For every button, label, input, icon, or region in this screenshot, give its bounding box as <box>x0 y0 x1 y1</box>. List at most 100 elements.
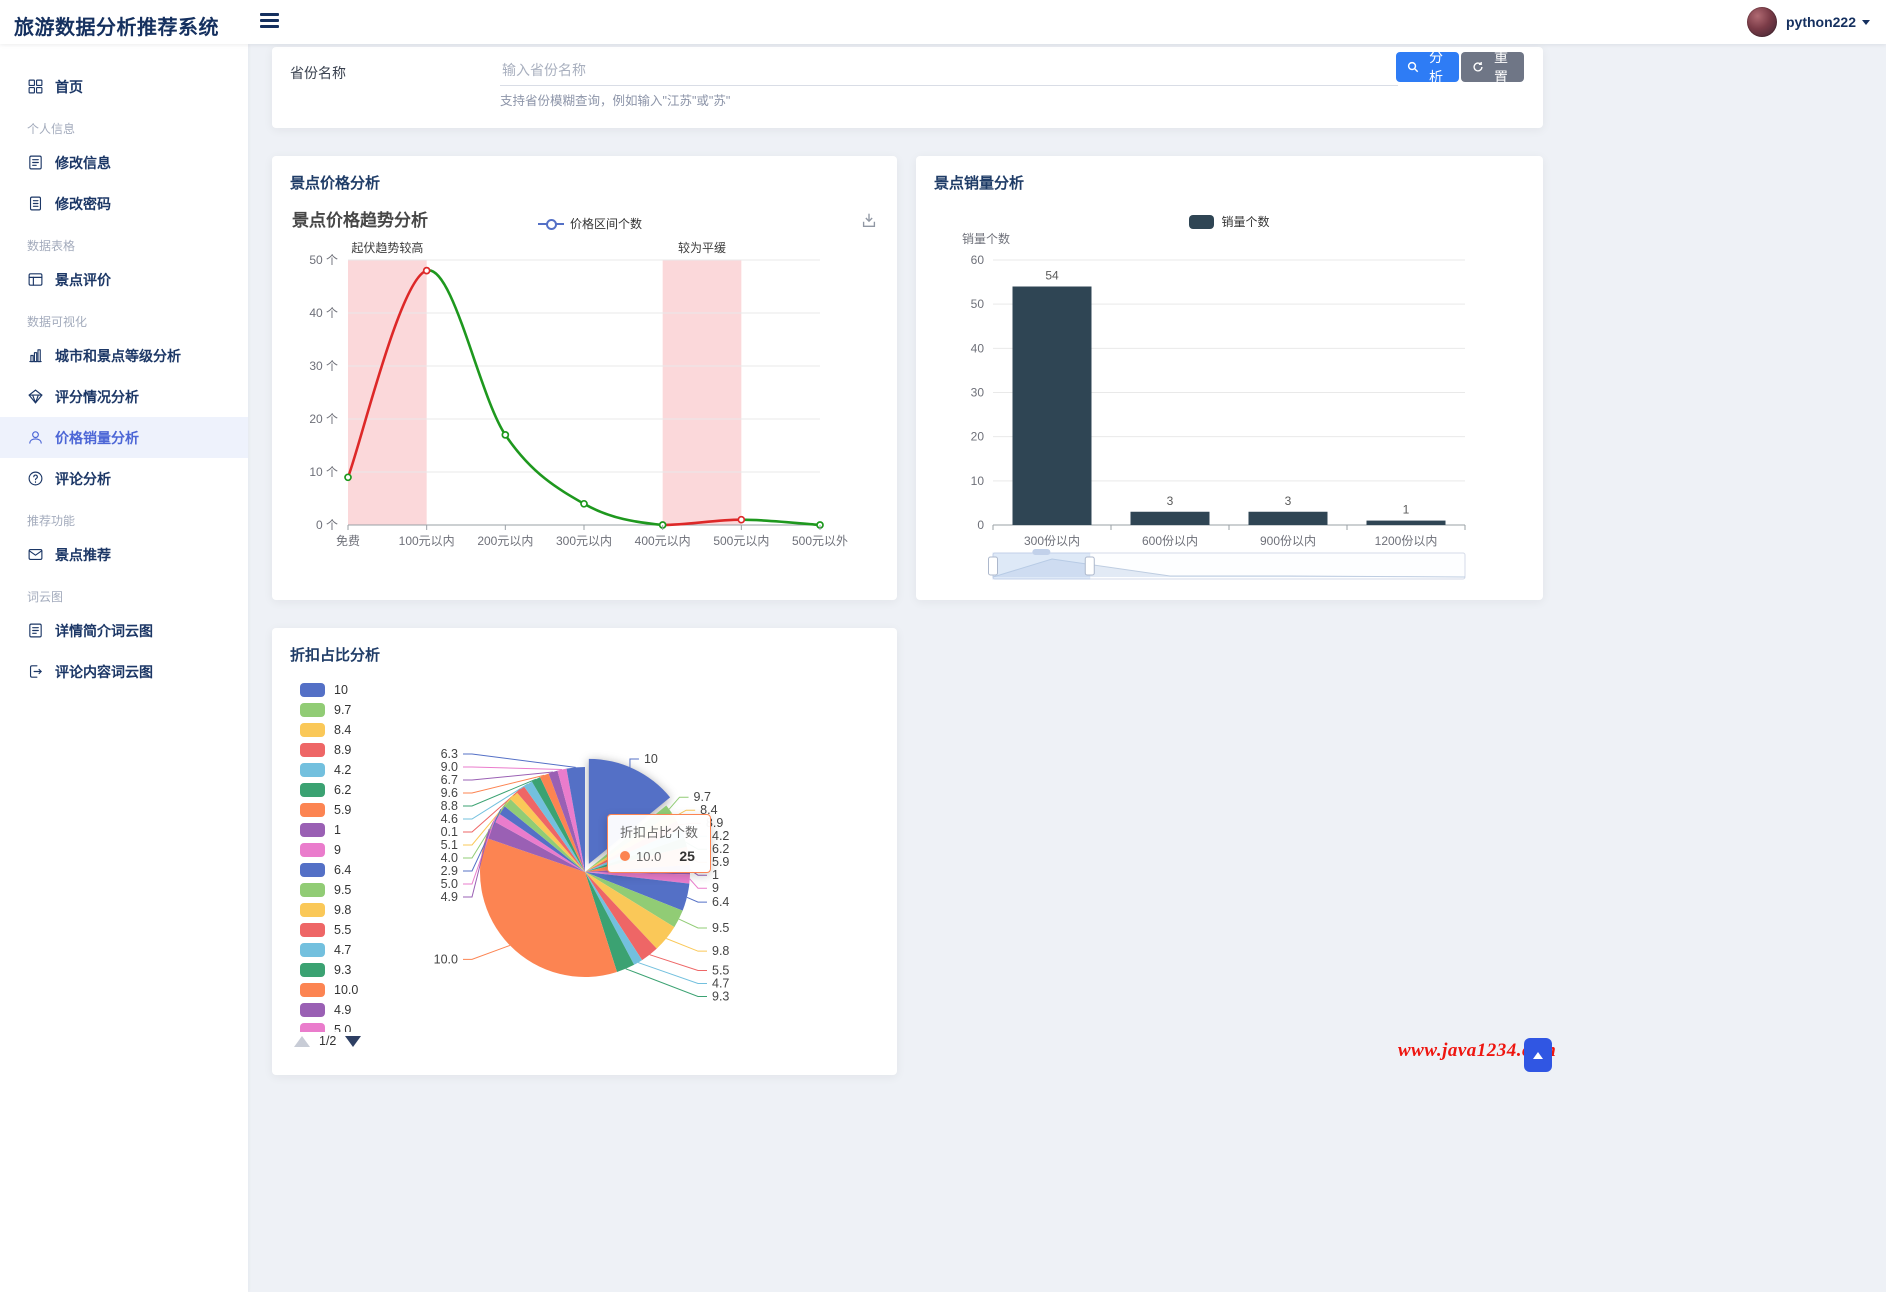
pie-legend-item[interactable]: 10.0 <box>300 980 420 1000</box>
pie-slice[interactable] <box>585 872 690 884</box>
pie-legend-item[interactable]: 6.4 <box>300 860 420 880</box>
pie-legend-item[interactable]: 9.7 <box>300 700 420 720</box>
line-point[interactable] <box>501 431 510 439</box>
datazoom-selection[interactable] <box>992 552 1091 580</box>
pie-slice[interactable] <box>493 812 585 872</box>
pie-slice[interactable] <box>585 872 690 911</box>
pie-slice-label: 4.2 <box>712 829 729 843</box>
y-axis-name: 销量个数 <box>962 231 1010 246</box>
pie-legend-item[interactable]: 5.0 <box>300 1020 420 1032</box>
bar[interactable] <box>1366 520 1446 525</box>
line-point[interactable] <box>344 473 352 482</box>
mark-area <box>348 260 427 525</box>
pie-slice[interactable] <box>585 872 675 949</box>
legend-swatch-icon <box>300 843 325 857</box>
pie-legend-item[interactable]: 9.3 <box>300 960 420 980</box>
pie-slice[interactable] <box>585 872 643 965</box>
sidebar-item[interactable]: 城市和景点等级分析 <box>0 335 248 376</box>
bar[interactable] <box>1012 286 1092 526</box>
pie-slice[interactable] <box>557 768 585 872</box>
x-axis-label: 500元以内 <box>713 534 769 548</box>
pie-legend-item[interactable]: 4.2 <box>300 760 420 780</box>
sidebar-item[interactable]: 评分情况分析 <box>0 376 248 417</box>
pie-slice[interactable] <box>531 777 585 872</box>
sidebar-item[interactable]: 价格销量分析 <box>0 417 248 458</box>
tooltip-item-value: 25 <box>679 848 695 864</box>
line-point[interactable] <box>580 499 588 508</box>
sidebar-item[interactable]: 景点推荐 <box>0 534 248 575</box>
pie-slice[interactable] <box>509 792 585 872</box>
sidebar-item[interactable]: 修改信息 <box>0 142 248 183</box>
pie-legend-item[interactable]: 4.7 <box>300 940 420 960</box>
pie-slice[interactable] <box>540 773 585 872</box>
datazoom-handle[interactable] <box>988 556 998 576</box>
y-axis-tick: 40 个 <box>309 306 338 320</box>
download-icon[interactable] <box>860 211 878 229</box>
x-axis-label: 300份以内 <box>1024 534 1080 548</box>
legend-price-range[interactable]: 价格区间个数 <box>538 215 642 232</box>
pie-legend-item[interactable]: 9.5 <box>300 880 420 900</box>
bar[interactable] <box>1130 511 1210 525</box>
pie-legend-item[interactable]: 4.9 <box>300 1000 420 1020</box>
pie-legend-item[interactable]: 5.5 <box>300 920 420 940</box>
pie-label-line <box>463 944 511 960</box>
y-axis-tick: 50 个 <box>309 253 338 267</box>
datazoom-handle[interactable] <box>1084 556 1095 576</box>
pie-slice[interactable] <box>566 767 585 872</box>
price-chart-title: 景点价格趋势分析 <box>292 211 428 230</box>
sidebar-section-label: 个人信息 <box>27 122 76 136</box>
back-to-top-button[interactable] <box>1524 1038 1552 1072</box>
sidebar-item[interactable]: 详情简介词云图 <box>0 610 248 651</box>
pie-slice[interactable] <box>503 798 585 872</box>
legend-sales-count[interactable]: 销量个数 <box>916 213 1543 230</box>
province-input[interactable] <box>500 54 1398 86</box>
pie-legend-item[interactable]: 8.4 <box>300 720 420 740</box>
pie-legend-item[interactable]: 6.2 <box>300 780 420 800</box>
pie-slice-label: 6.3 <box>441 747 458 761</box>
bar[interactable] <box>1248 511 1328 525</box>
pie-slice-label: 6.4 <box>712 895 729 909</box>
reset-button[interactable]: 重置 <box>1461 49 1524 85</box>
pie-slice[interactable] <box>524 781 585 872</box>
pie-legend-item[interactable]: 9.8 <box>300 900 420 920</box>
legend-page-up-icon[interactable] <box>294 1035 310 1047</box>
bar-value-label: 3 <box>1167 494 1174 508</box>
pie-legend-item[interactable]: 1 <box>300 820 420 840</box>
pie-slice-label: 4.7 <box>712 976 729 990</box>
pie-slice-label: 9 <box>712 881 719 895</box>
datazoom-shadow <box>992 558 1466 578</box>
pie-legend-item[interactable]: 8.9 <box>300 740 420 760</box>
analyze-button[interactable]: 分析 <box>1396 49 1459 85</box>
pie-slice[interactable] <box>485 820 585 872</box>
sidebar-item[interactable]: 评论内容词云图 <box>0 651 248 692</box>
pie-slice[interactable] <box>585 872 657 961</box>
person-icon <box>29 431 42 444</box>
pie-slice[interactable] <box>585 872 683 928</box>
pie-legend-item[interactable]: 5.9 <box>300 800 420 820</box>
sidebar-item[interactable]: 修改密码 <box>0 183 248 224</box>
pie-slice[interactable] <box>548 770 585 872</box>
y-axis-tick: 10 个 <box>309 465 338 479</box>
pie-slice-label: 4.0 <box>441 851 458 865</box>
legend-swatch-icon <box>300 983 325 997</box>
pie-legend-item[interactable]: 9 <box>300 840 420 860</box>
sidebar-item[interactable]: 景点评价 <box>0 259 248 300</box>
pie-label-line <box>689 878 707 889</box>
pie-slice[interactable] <box>585 872 635 973</box>
datazoom-grip[interactable] <box>1032 549 1051 555</box>
pie-slice[interactable] <box>480 837 618 977</box>
legend-page-down-icon[interactable] <box>345 1035 362 1047</box>
menu-toggle-icon[interactable] <box>260 13 280 30</box>
bar-value-label: 3 <box>1285 494 1292 508</box>
user-menu[interactable]: python222 <box>1746 6 1870 38</box>
line-point[interactable] <box>737 515 746 524</box>
line-segment <box>346 269 428 479</box>
sidebar-item[interactable]: 首页 <box>0 66 248 107</box>
search-icon <box>1407 61 1419 73</box>
pie-slice[interactable] <box>516 786 585 872</box>
pie-slice[interactable] <box>498 805 585 872</box>
bar-legend-swatch-icon <box>1189 214 1215 229</box>
sidebar-item[interactable]: 评论分析 <box>0 458 248 499</box>
line-point[interactable] <box>422 266 431 275</box>
pie-legend-item[interactable]: 10 <box>300 680 420 700</box>
